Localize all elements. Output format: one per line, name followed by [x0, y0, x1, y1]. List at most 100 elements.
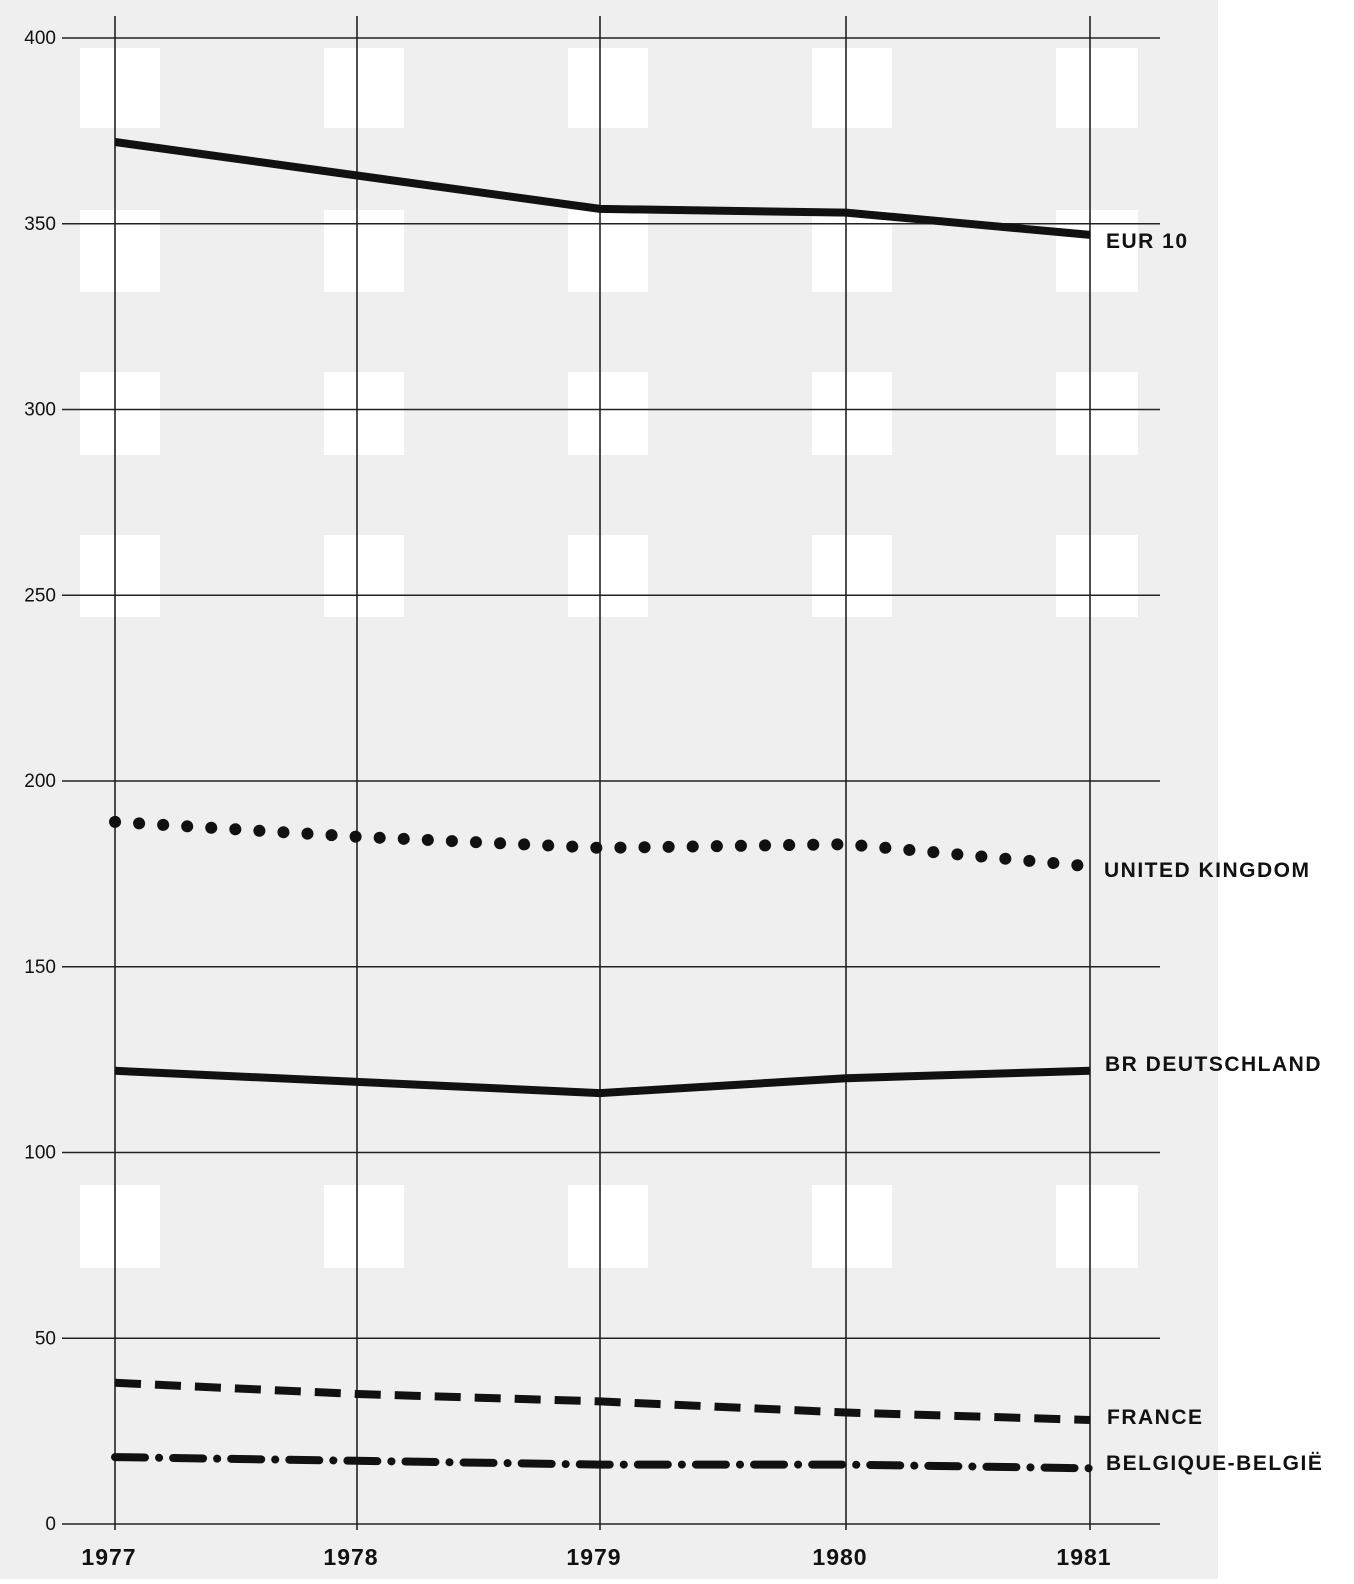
background-tile: [1056, 292, 1138, 372]
background-tile: [80, 1268, 160, 1348]
background-tile: [568, 0, 648, 48]
background-tile: [0, 455, 80, 535]
background-tile: [812, 1268, 892, 1348]
background-tile: [812, 128, 892, 210]
background-tile: [812, 860, 892, 942]
series-label: UNITED KINGDOM: [1104, 859, 1311, 882]
data-point: [599, 1464, 601, 1466]
background-tile: [324, 780, 404, 860]
background-tile: [0, 1510, 80, 1579]
background-tile: [1056, 1268, 1138, 1348]
background-tile: [404, 617, 568, 697]
background-tile: [0, 942, 80, 1022]
background-tile: [0, 860, 80, 942]
background-tile: [648, 1430, 812, 1510]
background-tile: [1056, 942, 1138, 1022]
x-tick-label: 1980: [812, 1544, 867, 1570]
background-tile: [324, 0, 404, 48]
background-tile: [1138, 697, 1218, 780]
background-tile: [80, 942, 160, 1022]
background-tile: [892, 942, 1056, 1022]
background-tile: [1138, 780, 1218, 860]
background-tile: [324, 697, 404, 780]
background-tile: [648, 1268, 812, 1348]
background-tile: [812, 617, 892, 697]
background-tile: [0, 292, 80, 372]
background-tile: [812, 1430, 892, 1510]
background-tile: [404, 1185, 568, 1268]
background-tile: [160, 1430, 324, 1510]
background-tile: [404, 292, 568, 372]
background-tile: [648, 292, 812, 372]
background-tile: [1138, 128, 1218, 210]
background-tile: [324, 1510, 404, 1579]
background-tile: [1056, 455, 1138, 535]
background-tile: [1138, 1510, 1218, 1579]
background-tile: [0, 372, 80, 455]
background-tile: [648, 372, 812, 455]
background-tile: [404, 860, 568, 942]
background-tile: [1056, 128, 1138, 210]
y-tick-label: 50: [35, 1328, 56, 1349]
background-tile: [404, 780, 568, 860]
background-tile: [404, 1430, 568, 1510]
background-tile: [812, 1022, 892, 1105]
background-tile: [160, 780, 324, 860]
y-tick-label: 100: [24, 1143, 56, 1164]
background-tile: [812, 942, 892, 1022]
background-tile: [892, 455, 1056, 535]
background-tile: [568, 1105, 648, 1185]
data-point: [845, 1412, 847, 1414]
background-tile: [648, 1348, 812, 1430]
background-pattern: [0, 0, 1218, 1579]
background-tile: [324, 1268, 404, 1348]
background-tile: [160, 292, 324, 372]
labels: 0 50 100 150 200 250 300 350 400 1977 1978 1979 1980…: [24, 28, 1322, 1570]
background-tile: [404, 697, 568, 780]
background-tile: [0, 1105, 80, 1185]
background-tile: [0, 1348, 80, 1430]
background-tile: [160, 942, 324, 1022]
background-tile: [568, 1510, 648, 1579]
background-tile: [0, 535, 80, 617]
background-tile: [568, 1348, 648, 1430]
data-point: [356, 1393, 358, 1395]
background-tile: [568, 128, 648, 210]
background-tile: [568, 780, 648, 860]
background-tile: [1138, 455, 1218, 535]
data-point: [114, 1456, 116, 1458]
background-tile: [892, 1022, 1056, 1105]
background-tile: [1138, 1022, 1218, 1105]
background-tile: [324, 455, 404, 535]
background-tile: [80, 697, 160, 780]
background-tile: [892, 535, 1056, 617]
data-point: [356, 836, 358, 838]
background-tile: [1138, 48, 1218, 128]
data-point: [845, 1077, 847, 1079]
background-tile: [0, 48, 80, 128]
data-point: [1089, 1070, 1091, 1072]
background-tile: [1056, 617, 1138, 697]
background-tile: [1138, 1430, 1218, 1510]
background-tile: [404, 455, 568, 535]
background-tile: [404, 48, 568, 128]
background-tile: [80, 1510, 160, 1579]
background-tile: [1138, 1185, 1218, 1268]
background-tile: [1138, 0, 1218, 48]
data-point: [845, 843, 847, 845]
background-tile: [648, 128, 812, 210]
background-tile: [812, 292, 892, 372]
x-tick-label: 1981: [1056, 1544, 1111, 1570]
data-point: [114, 1382, 116, 1384]
background-tile: [160, 1105, 324, 1185]
background-tile: [1056, 1510, 1138, 1579]
data-point: [599, 847, 601, 849]
background-tile: [324, 292, 404, 372]
background-tile: [648, 697, 812, 780]
background-tile: [568, 1430, 648, 1510]
x-tick-label: 1978: [323, 1544, 378, 1570]
background-tile: [160, 860, 324, 942]
background-tile: [892, 1268, 1056, 1348]
background-tile: [160, 697, 324, 780]
